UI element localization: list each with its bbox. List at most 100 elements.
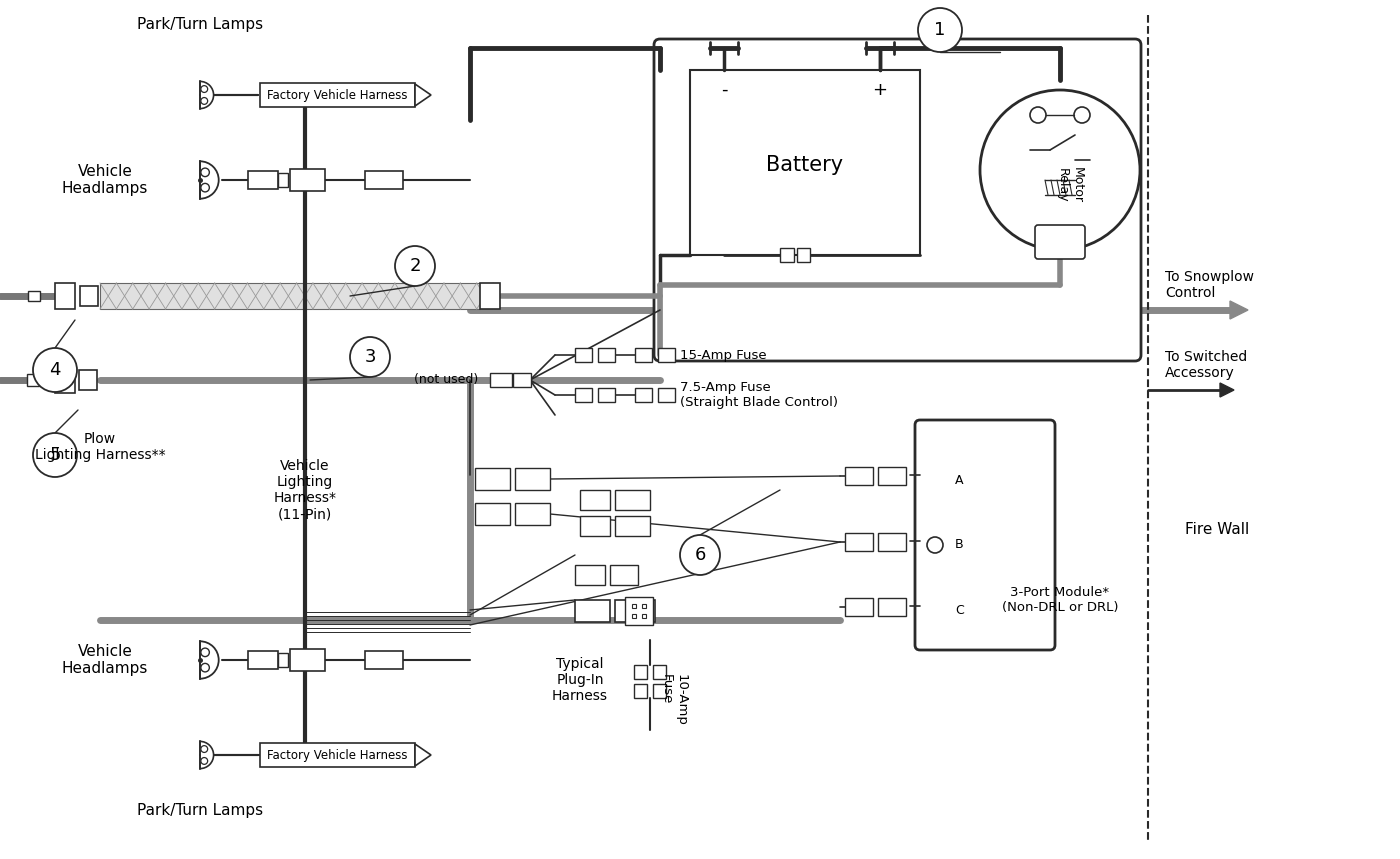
- Bar: [846, 467, 874, 485]
- Bar: [846, 533, 874, 551]
- Bar: [598, 348, 615, 362]
- Circle shape: [34, 348, 77, 392]
- Bar: [99, 283, 480, 309]
- FancyBboxPatch shape: [1035, 225, 1085, 259]
- Circle shape: [1074, 107, 1091, 123]
- Text: Typical
Plug-In
Harness: Typical Plug-In Harness: [552, 657, 608, 704]
- Circle shape: [918, 8, 962, 52]
- Circle shape: [34, 433, 77, 477]
- Text: Vehicle
Headlamps: Vehicle Headlamps: [62, 643, 148, 676]
- Bar: [27, 374, 39, 386]
- Bar: [290, 169, 325, 191]
- Text: +: +: [872, 81, 888, 99]
- Wedge shape: [200, 642, 218, 679]
- Bar: [279, 653, 288, 667]
- Bar: [475, 468, 510, 490]
- Wedge shape: [200, 741, 214, 769]
- Text: Factory Vehicle Harness: Factory Vehicle Harness: [267, 88, 407, 101]
- Bar: [634, 684, 647, 698]
- Circle shape: [200, 648, 210, 656]
- Bar: [690, 70, 920, 255]
- Circle shape: [1030, 107, 1046, 123]
- Bar: [512, 373, 531, 387]
- Text: Vehicle
Headlamps: Vehicle Headlamps: [62, 164, 148, 196]
- Bar: [780, 248, 794, 262]
- Circle shape: [395, 246, 435, 286]
- Polygon shape: [414, 84, 431, 106]
- Text: -: -: [721, 81, 727, 99]
- Circle shape: [200, 663, 210, 672]
- Bar: [365, 171, 403, 189]
- Bar: [575, 600, 610, 622]
- Bar: [248, 651, 279, 669]
- Text: A: A: [955, 473, 963, 486]
- Text: 1: 1: [934, 21, 945, 39]
- Bar: [78, 370, 97, 390]
- Bar: [580, 516, 610, 536]
- Polygon shape: [414, 744, 431, 766]
- Bar: [797, 248, 811, 262]
- Polygon shape: [1231, 301, 1247, 319]
- Bar: [515, 503, 550, 525]
- Text: 6: 6: [694, 546, 706, 564]
- Bar: [515, 468, 550, 490]
- Wedge shape: [200, 161, 218, 198]
- Text: 2: 2: [409, 257, 421, 275]
- Text: Park/Turn Lamps: Park/Turn Lamps: [137, 17, 263, 33]
- Bar: [624, 597, 652, 625]
- Bar: [475, 503, 510, 525]
- Bar: [480, 283, 500, 309]
- Bar: [634, 665, 647, 679]
- Text: To Snowplow
Control: To Snowplow Control: [1165, 270, 1254, 300]
- Bar: [260, 83, 414, 107]
- Bar: [652, 684, 666, 698]
- Bar: [279, 173, 288, 187]
- FancyBboxPatch shape: [916, 420, 1056, 650]
- Polygon shape: [1219, 383, 1233, 397]
- Text: Motor
Relay: Motor Relay: [1056, 167, 1084, 203]
- Bar: [55, 283, 76, 309]
- Bar: [490, 373, 512, 387]
- Bar: [652, 665, 666, 679]
- Bar: [610, 565, 638, 585]
- Bar: [878, 533, 906, 551]
- Bar: [575, 565, 605, 585]
- Circle shape: [200, 184, 210, 192]
- Bar: [636, 388, 652, 402]
- Bar: [28, 291, 41, 301]
- Bar: [260, 743, 414, 767]
- Bar: [598, 388, 615, 402]
- Bar: [575, 348, 592, 362]
- Circle shape: [927, 537, 944, 553]
- Bar: [575, 388, 592, 402]
- Text: Park/Turn Lamps: Park/Turn Lamps: [137, 802, 263, 818]
- Bar: [846, 598, 874, 616]
- Bar: [290, 649, 325, 671]
- Circle shape: [200, 746, 207, 752]
- Bar: [658, 348, 675, 362]
- Circle shape: [680, 535, 720, 575]
- Text: (not used): (not used): [414, 374, 477, 387]
- Wedge shape: [200, 82, 214, 108]
- Bar: [80, 286, 98, 306]
- Circle shape: [350, 337, 391, 377]
- Text: 3-Port Module*
(Non-DRL or DRL): 3-Port Module* (Non-DRL or DRL): [1002, 586, 1119, 614]
- Text: Fire Wall: Fire Wall: [1184, 522, 1249, 538]
- Bar: [615, 516, 650, 536]
- Text: 15-Amp Fuse: 15-Amp Fuse: [680, 349, 767, 362]
- Bar: [615, 600, 655, 622]
- Circle shape: [200, 86, 207, 93]
- Circle shape: [200, 168, 210, 177]
- Text: Battery: Battery: [766, 155, 844, 175]
- Bar: [248, 171, 279, 189]
- Circle shape: [200, 98, 207, 104]
- Bar: [55, 367, 76, 393]
- Text: 7.5-Amp Fuse
(Straight Blade Control): 7.5-Amp Fuse (Straight Blade Control): [680, 381, 839, 409]
- Text: 4: 4: [49, 361, 60, 379]
- Text: Factory Vehicle Harness: Factory Vehicle Harness: [267, 748, 407, 761]
- Text: B: B: [955, 539, 963, 551]
- Text: Vehicle
Lighting
Harness*
(11-Pin): Vehicle Lighting Harness* (11-Pin): [273, 459, 336, 521]
- Bar: [365, 651, 403, 669]
- Text: 10-Amp
Fuse: 10-Amp Fuse: [659, 674, 687, 726]
- Bar: [878, 467, 906, 485]
